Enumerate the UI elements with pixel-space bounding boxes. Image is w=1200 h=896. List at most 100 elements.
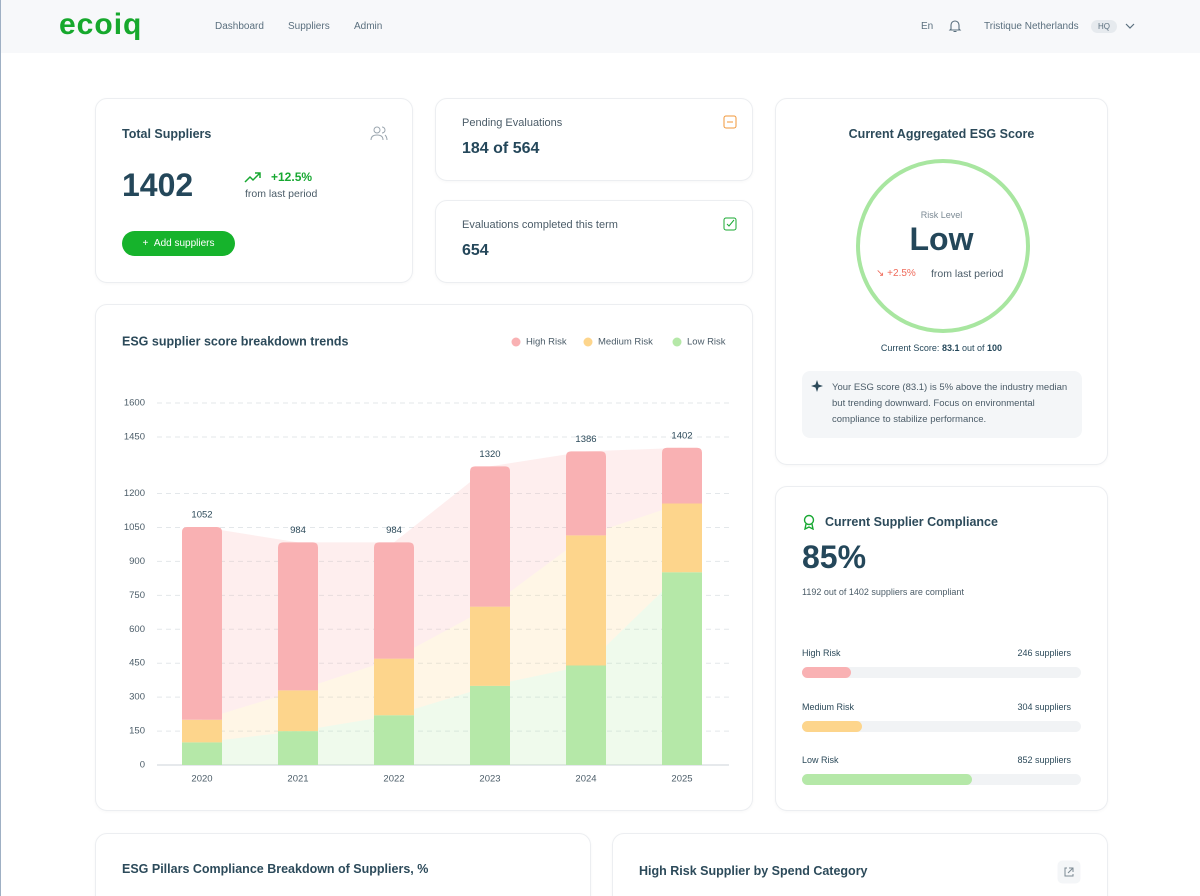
card-title: Total Suppliers xyxy=(122,127,212,141)
y-tick-label: 600 xyxy=(129,624,145,635)
card-title: Current Aggregated ESG Score xyxy=(848,127,1035,141)
bar-segment xyxy=(374,658,414,716)
score-mid: out of xyxy=(962,343,985,353)
language[interactable]: En xyxy=(921,21,934,32)
progress-bar xyxy=(802,774,972,785)
area xyxy=(202,572,682,765)
check-icon xyxy=(723,217,737,231)
completed-card: Evaluations completed this term 654 xyxy=(435,200,753,283)
risk-name: Medium Risk xyxy=(802,701,855,712)
card-title: Current Supplier Compliance xyxy=(825,515,998,529)
score-prefix: Current Score: xyxy=(880,343,940,353)
total-label: 984 xyxy=(290,525,306,536)
insight-text: Your ESG score (83.1) is 5% above the in… xyxy=(832,382,1068,425)
risk-value: Low xyxy=(909,221,974,257)
total-value: 1402 xyxy=(122,167,194,203)
x-tick-label: 2025 xyxy=(671,774,692,785)
esg-score-card: Current Aggregated ESG Score Risk Level … xyxy=(775,98,1108,465)
bar-segment xyxy=(470,466,510,607)
progress-bar xyxy=(802,667,851,678)
award-icon xyxy=(803,514,815,530)
change: ↘ +2.5% xyxy=(876,268,916,279)
change: +12.5% xyxy=(271,170,313,184)
card-title: Evaluations completed this term xyxy=(462,219,618,231)
bar-segment xyxy=(566,535,606,666)
pending-card: Pending Evaluations 184 of 564 xyxy=(435,98,753,181)
chevron[interactable] xyxy=(1125,22,1135,30)
compliance-card: Current Supplier Compliance 85% 1192 out… xyxy=(775,486,1108,811)
risk-count: 852 suppliers xyxy=(1017,755,1071,765)
logo[interactable]: ecoiq xyxy=(59,8,143,41)
legend-label: Low Risk xyxy=(687,337,726,348)
bar-segment xyxy=(278,542,318,691)
risk-count: 246 suppliers xyxy=(1017,648,1071,658)
total-label: 1052 xyxy=(191,510,212,521)
bar-segment xyxy=(374,542,414,659)
bar-segment xyxy=(662,572,702,765)
bar-segment xyxy=(278,690,318,732)
chart-card: ESG supplier score breakdown trends High… xyxy=(95,304,753,811)
insight-box: Your ESG score (83.1) is 5% above the in… xyxy=(802,371,1082,438)
chart: ESG supplier score breakdown trends High… xyxy=(122,334,729,785)
users-icon xyxy=(370,126,388,141)
bar-segment xyxy=(278,731,318,765)
legend-dot xyxy=(672,337,682,347)
bar-segment xyxy=(374,715,414,765)
y-tick-label: 750 xyxy=(129,590,145,601)
bar-segment xyxy=(662,447,702,504)
score-line: Current Score: 83.1 out of 100 xyxy=(776,343,1107,353)
external-link[interactable] xyxy=(1057,860,1081,884)
trend-up-icon xyxy=(244,172,261,183)
y-tick-label: 1200 xyxy=(124,488,145,499)
y-tick-label: 150 xyxy=(129,726,145,737)
total-suppliers-card: Total Suppliers 1402 +12.5% from last pe… xyxy=(95,98,413,283)
progress-bar xyxy=(802,720,863,732)
compliance-note: 1192 out of 1402 suppliers are compliant xyxy=(802,587,964,597)
y-tick-label: 1600 xyxy=(124,398,145,409)
company[interactable]: Tristique Netherlands xyxy=(984,21,1079,32)
progress-track xyxy=(802,720,1081,732)
y-tick-label: 300 xyxy=(129,692,145,703)
total-label: 1402 xyxy=(671,430,692,441)
completed-value: 654 xyxy=(462,242,489,259)
nav-link[interactable]: Dashboard xyxy=(215,21,264,32)
header: ecoiq Dashboard Suppliers Admin En Trist… xyxy=(1,0,1200,53)
spend-card: High Risk Supplier by Spend Category xyxy=(612,833,1108,896)
plus: + xyxy=(142,238,154,249)
bar-segment xyxy=(470,606,510,686)
legend-dot xyxy=(511,337,521,347)
legend-label: High Risk xyxy=(526,337,567,348)
nav-link[interactable]: Admin xyxy=(354,21,383,32)
y-tick-label: 1450 xyxy=(124,431,145,442)
total-label: 1320 xyxy=(479,449,500,460)
score: 83.1 xyxy=(941,343,960,353)
add-button[interactable]: + Add suppliers xyxy=(122,231,235,256)
risk-name: High Risk xyxy=(802,648,841,658)
y-tick-label: 450 xyxy=(129,658,145,669)
bar-segment xyxy=(566,665,606,765)
y-tick-label: 0 xyxy=(140,760,145,771)
bell-icon[interactable] xyxy=(948,19,962,33)
pending-value: 184 of 564 xyxy=(462,140,540,157)
x-tick-label: 2021 xyxy=(287,774,308,785)
bar-segment xyxy=(662,503,702,573)
area xyxy=(202,447,682,720)
chart-title: ESG supplier score breakdown trends xyxy=(122,334,349,348)
legend-dot xyxy=(583,337,593,347)
progress-track xyxy=(802,667,1081,678)
badge: HQ xyxy=(1091,20,1117,33)
bar-segment xyxy=(182,526,222,720)
x-tick-label: 2024 xyxy=(575,774,596,785)
bar-segment xyxy=(182,742,222,765)
total-label: 984 xyxy=(386,525,402,536)
card-title: High Risk Supplier by Spend Category xyxy=(639,864,868,878)
change-note: from last period xyxy=(931,268,1004,280)
change-note: from last period xyxy=(245,188,318,200)
score-ring xyxy=(856,159,1030,333)
x-tick-label: 2022 xyxy=(383,774,404,785)
x-tick-label: 2020 xyxy=(191,774,212,785)
legend-label: Medium Risk xyxy=(598,337,653,348)
nav-link[interactable]: Suppliers xyxy=(288,21,330,32)
compliance-value: 85% xyxy=(802,539,867,575)
